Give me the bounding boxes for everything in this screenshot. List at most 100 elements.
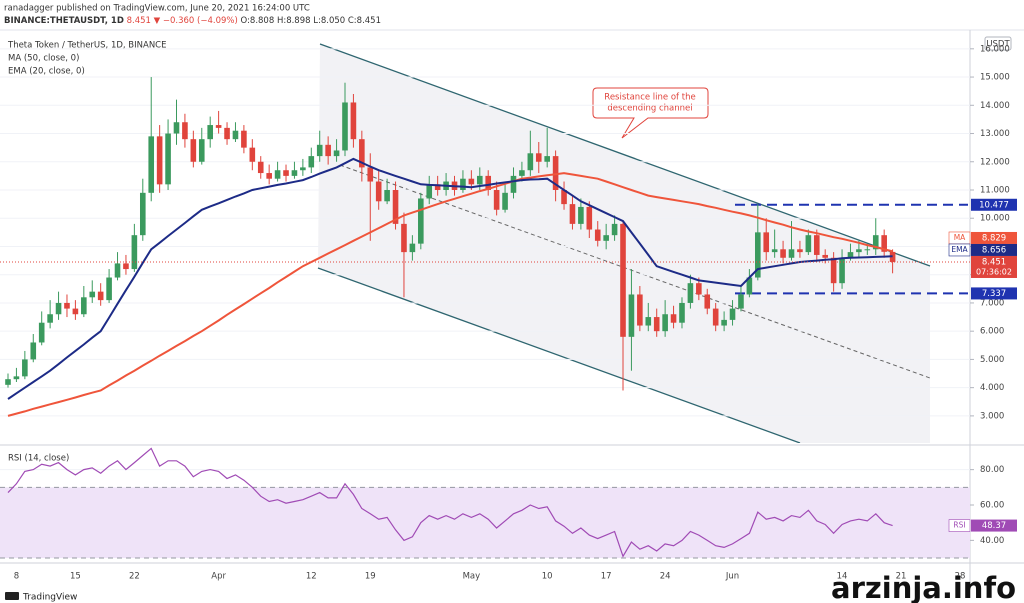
value-label: 8.656 xyxy=(982,245,1006,255)
rsi-band xyxy=(0,487,970,559)
y-tick-label: 15.000 xyxy=(980,73,1010,83)
candle-body xyxy=(198,139,205,162)
y-tick-label: 60.00 xyxy=(980,501,1004,511)
candle-body xyxy=(603,235,609,241)
candle-body xyxy=(755,232,761,278)
candle-body xyxy=(535,153,542,162)
x-tick-label: 21 xyxy=(896,572,907,582)
rsi-panel xyxy=(0,447,970,559)
candle-body xyxy=(173,122,180,134)
candle-body xyxy=(418,198,424,244)
candle-body xyxy=(13,376,20,380)
candle-body xyxy=(780,249,786,258)
candle-body xyxy=(190,139,197,162)
author-line: ranadagger published on TradingView.com,… xyxy=(4,4,310,14)
candle-body xyxy=(367,167,374,182)
candle-body xyxy=(696,283,702,295)
value-box xyxy=(971,519,1017,532)
candle-body xyxy=(257,161,264,174)
candle-body xyxy=(813,235,820,255)
value-tag: MA xyxy=(954,233,966,242)
candle-body xyxy=(797,249,803,253)
candle-body xyxy=(64,302,70,309)
candle-body xyxy=(55,302,62,315)
quote: 8.451 ▼ −0.360 (−4.09%) xyxy=(127,16,238,26)
y-tick-label: 40.00 xyxy=(980,536,1004,546)
candle-body xyxy=(763,232,770,253)
candle-body xyxy=(325,144,331,157)
candle-body xyxy=(872,235,879,250)
candle-body xyxy=(485,175,492,190)
candle-body xyxy=(22,359,28,377)
candle-body xyxy=(561,189,567,205)
candle-body xyxy=(426,184,433,199)
candle-body xyxy=(653,317,660,332)
candle-body xyxy=(476,175,483,185)
candle-body xyxy=(139,192,146,236)
candle-body xyxy=(839,257,845,284)
callout-bubble xyxy=(592,87,709,139)
x-tick-label: 19 xyxy=(365,572,376,582)
candle-body xyxy=(569,204,576,224)
candle-body xyxy=(283,170,289,176)
candle-body xyxy=(527,153,534,171)
price-panel xyxy=(0,48,970,417)
y-tick-label: 5.000 xyxy=(980,355,1004,365)
candle-body xyxy=(97,291,104,301)
candle-body xyxy=(864,249,871,251)
legend-ema: EMA (20, close, 0) xyxy=(8,67,85,77)
candle-body xyxy=(502,192,508,210)
currency: USDT xyxy=(986,40,1010,50)
candle-body xyxy=(645,317,652,326)
candle-body xyxy=(47,314,53,323)
value-tag-box xyxy=(948,243,971,257)
series-line xyxy=(7,157,893,400)
symbol: BINANCE:THETAUSDT, 1D xyxy=(4,16,124,26)
y-tick-label: 6.000 xyxy=(980,327,1004,337)
candle-body xyxy=(788,249,795,258)
series-line xyxy=(7,172,893,417)
y-tick-label: 13.000 xyxy=(980,129,1010,139)
candle-body xyxy=(156,136,163,185)
candle-body xyxy=(274,170,281,179)
value-tag: EMA xyxy=(951,245,968,254)
candle-body xyxy=(106,277,112,301)
candle-body xyxy=(847,252,854,258)
candle-body xyxy=(628,294,635,337)
y-tick-label: 14.000 xyxy=(980,101,1010,111)
candle-body xyxy=(493,189,500,210)
candle-body xyxy=(182,122,188,140)
y-tick-label: 7.000 xyxy=(980,298,1004,308)
candle-body xyxy=(89,291,96,298)
candle-body xyxy=(721,319,727,326)
y-tick-label: 10.000 xyxy=(980,214,1010,224)
candle-body xyxy=(5,379,11,385)
legend-title: Theta Token / TetherUS, 1D, BINANCE xyxy=(7,41,166,51)
candle-body xyxy=(611,223,618,236)
x-tick-label: 24 xyxy=(660,572,671,582)
callout-line: Resistance line of the xyxy=(604,93,695,103)
candle-body xyxy=(114,263,121,278)
candle-body xyxy=(704,294,711,309)
x-tick-label: Apr xyxy=(211,572,226,582)
candle-body xyxy=(771,249,778,253)
value-box xyxy=(971,231,1017,244)
candle-body xyxy=(687,283,694,303)
axis-labels: 3.0004.0005.0006.0007.0008.0009.00010.00… xyxy=(14,44,1017,582)
candle-body xyxy=(131,235,138,270)
candle-body xyxy=(165,133,171,185)
candle-body xyxy=(679,302,685,323)
y-tick-label: 11.000 xyxy=(980,185,1010,195)
candle-body xyxy=(308,156,315,168)
candle-body xyxy=(300,167,306,171)
candle-body xyxy=(460,178,466,190)
y-tick-label: 12.000 xyxy=(980,157,1010,167)
candle-body xyxy=(510,175,517,193)
candle-body xyxy=(392,189,399,224)
candle-body xyxy=(266,173,272,179)
candle-body xyxy=(207,125,213,140)
candle-body xyxy=(594,229,601,241)
channel-upper xyxy=(319,43,931,267)
countdown: 07:36:02 xyxy=(976,267,1012,276)
